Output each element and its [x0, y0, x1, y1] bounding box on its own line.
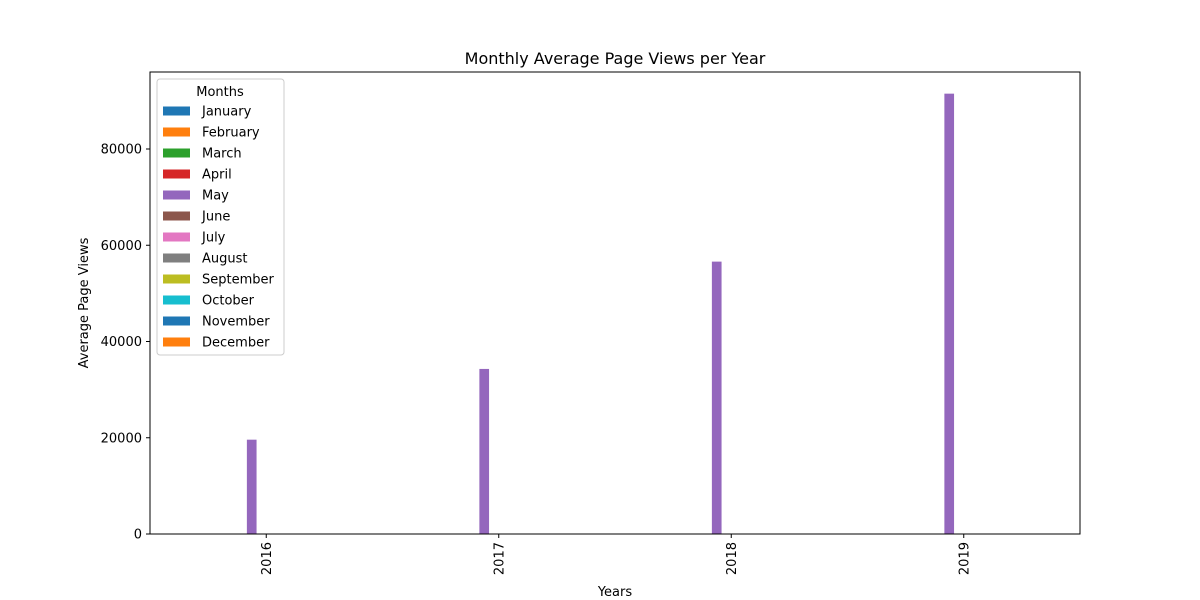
y-tick-label: 0	[134, 528, 142, 543]
x-axis-title: Years	[597, 585, 633, 600]
legend-box	[156, 78, 285, 356]
y-axis-title: Average Page Views	[77, 237, 92, 368]
bars	[246, 93, 955, 534]
legend-entry-label: December	[202, 336, 270, 351]
legend-swatch	[163, 253, 190, 263]
legend: Months JanuaryFebruaryMarchAprilMayJuneJ…	[156, 78, 285, 356]
legend-entry-label: October	[202, 294, 255, 309]
legend-swatch	[163, 169, 190, 179]
legend-entry-label: August	[202, 252, 248, 267]
legend-entry-label: September	[202, 273, 275, 288]
legend-entry-label: May	[202, 189, 229, 204]
x-tick-label: 2017	[492, 542, 507, 575]
x-axis-ticks: 2016 2017 2018 2019	[260, 534, 972, 575]
legend-swatch	[163, 190, 190, 200]
y-tick-label: 80000	[101, 143, 142, 158]
y-tick-label: 20000	[101, 431, 142, 446]
bar-may-2019	[944, 93, 955, 534]
legend-items: January February March April May June July Augu…	[163, 105, 275, 351]
legend-entry-label: February	[202, 126, 260, 141]
legend-swatch	[163, 274, 190, 284]
x-tick-label: 2018	[725, 542, 740, 575]
legend-swatch	[163, 295, 190, 305]
legend-entry-label: March	[202, 147, 242, 162]
legend-entry-label: November	[202, 315, 270, 330]
legend-swatch	[163, 148, 190, 158]
x-tick-label: 2016	[260, 542, 275, 575]
legend-swatch	[163, 106, 190, 116]
x-tick-label: 2019	[957, 542, 972, 575]
bar-may-2017	[479, 368, 490, 534]
plot-frame	[149, 71, 1081, 535]
y-tick-label: 60000	[101, 239, 142, 254]
legend-title: Months	[196, 85, 244, 100]
bar-may-2016	[246, 439, 257, 534]
chart-title: Monthly Average Page Views per Year	[465, 49, 766, 68]
legend-entry-label: July	[201, 231, 226, 246]
legend-swatch	[163, 211, 190, 221]
legend-swatch	[163, 127, 190, 137]
y-tick-label: 40000	[101, 335, 142, 350]
legend-swatch	[163, 316, 190, 326]
legend-entry-label: April	[202, 168, 232, 183]
bar-may-2018	[711, 261, 722, 534]
legend-swatch	[163, 337, 190, 347]
legend-entry-label: June	[201, 210, 230, 225]
legend-swatch	[163, 232, 190, 242]
y-axis-ticks: 0 20000 40000 60000 80000	[101, 143, 150, 543]
legend-entry-label: January	[201, 105, 252, 120]
